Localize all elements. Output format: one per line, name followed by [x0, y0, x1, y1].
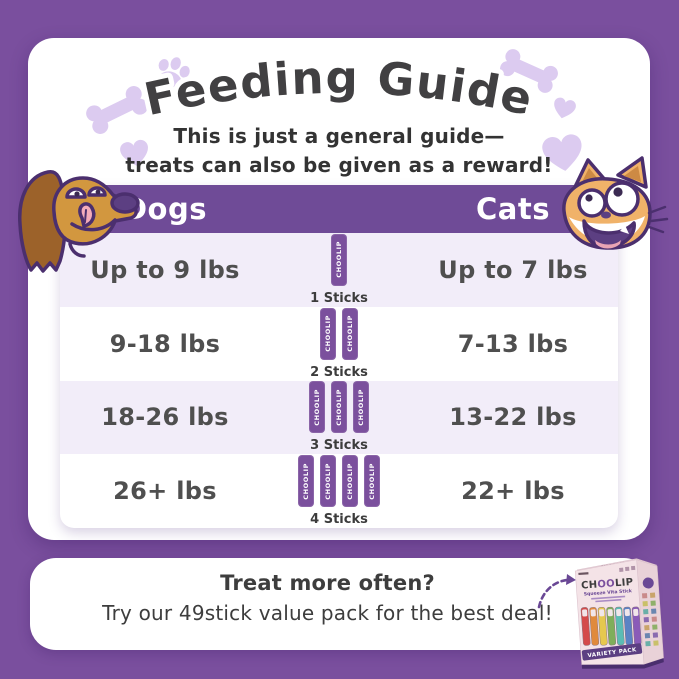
- cat-illustration: [562, 156, 669, 250]
- sticks-cell: CHOOLIP CHOOLIP CHOOLIP 3 Sticks: [270, 381, 408, 453]
- box-product-name: Squeeze Vita Stick: [584, 588, 634, 597]
- stick-icons: CHOOLIP CHOOLIP: [320, 307, 358, 360]
- sticks-cell: CHOOLIP CHOOLIP 2 Sticks: [270, 307, 408, 380]
- table-row: Up to 9 lbs CHOOLIP 1 Sticks Up to 7 lbs: [60, 233, 618, 307]
- dog-weight-cell: 18-26 lbs: [101, 403, 229, 432]
- treat-stick-icon: CHOOLIP: [342, 455, 358, 508]
- page-title: Feeding Guide: [135, 48, 542, 131]
- stick-brand-text: CHOOLIP: [335, 388, 343, 426]
- stick-brand-text: CHOOLIP: [324, 315, 332, 353]
- stick-icons: CHOOLIP: [331, 233, 347, 286]
- table-row: 9-18 lbs CHOOLIP CHOOLIP 2 Sticks 7-13 lb…: [60, 307, 618, 381]
- stick-brand-text: CHOOLIP: [335, 241, 343, 279]
- table-row: 26+ lbs CHOOLIP CHOOLIP CHOOLIP CHOOLIP 4 S…: [60, 454, 618, 528]
- cat-weight-cell: Up to 7 lbs: [438, 255, 588, 284]
- stick-icons: CHOOLIP CHOOLIP CHOOLIP CHOOLIP: [298, 455, 380, 508]
- cat-weight-cell: 22+ lbs: [461, 477, 565, 506]
- svg-text:Feeding Guide: Feeding Guide: [140, 51, 539, 126]
- treat-stick-icon: CHOOLIP: [320, 307, 336, 360]
- treat-stick-icon: CHOOLIP: [331, 233, 347, 286]
- treat-stick-icon: CHOOLIP: [320, 455, 336, 508]
- dog-illustration: [18, 170, 140, 273]
- product-box-image: CHOOLIP CHOOLIP Squeeze Vita Stick: [574, 558, 664, 669]
- sticks-cell: CHOOLIP 1 Sticks: [270, 233, 408, 306]
- feeding-table: Dogs Cats Up to 9 lbs CHOOLIP 1 Sticks U…: [60, 185, 618, 528]
- stick-brand-text: CHOOLIP: [324, 462, 332, 500]
- sticks-cell: CHOOLIP CHOOLIP CHOOLIP CHOOLIP 4 Sticks: [270, 455, 408, 527]
- treat-stick-icon: CHOOLIP: [309, 381, 325, 434]
- subtitle-line-2: treats can also be given as a reward!: [125, 153, 553, 177]
- dog-weight-cell: Up to 9 lbs: [90, 255, 240, 284]
- treat-stick-icon: CHOOLIP: [353, 381, 369, 434]
- stick-icons: CHOOLIP CHOOLIP CHOOLIP: [309, 381, 369, 434]
- subtitle-line-1: This is just a general guide—: [173, 124, 505, 148]
- stick-brand-text: CHOOLIP: [346, 315, 354, 353]
- dog-weight-cell: 9-18 lbs: [109, 329, 221, 358]
- stick-brand-text: CHOOLIP: [346, 462, 354, 500]
- stick-brand-text: CHOOLIP: [302, 462, 310, 500]
- stick-brand-text: CHOOLIP: [313, 388, 321, 426]
- sticks-count-label: 2 Sticks: [310, 364, 368, 380]
- sticks-count-label: 1 Sticks: [310, 290, 368, 306]
- treat-stick-icon: CHOOLIP: [342, 307, 358, 360]
- treat-stick-icon: CHOOLIP: [331, 381, 347, 434]
- sticks-count-label: 3 Sticks: [310, 438, 368, 454]
- dashed-arrow-icon: [537, 574, 576, 609]
- footer-text: Treat more often? Try our 49stick value …: [50, 571, 605, 625]
- footer-banner: Treat more often? Try our 49stick value …: [30, 558, 650, 650]
- box-brand: CHOOLIP: [581, 577, 634, 592]
- stick-brand-text: CHOOLIP: [368, 462, 376, 500]
- main-card: Feeding Guide This is just a general gui…: [28, 38, 650, 540]
- subtitle: This is just a general guide— treats can…: [28, 122, 650, 180]
- treat-stick-icon: CHOOLIP: [364, 455, 380, 508]
- treat-stick-icon: CHOOLIP: [298, 455, 314, 508]
- footer-headline: Treat more often?: [220, 571, 435, 595]
- table-row: 18-26 lbs CHOOLIP CHOOLIP CHOOLIP 3 Sticks…: [60, 380, 618, 455]
- cat-weight-cell: 7-13 lbs: [457, 329, 569, 358]
- page-title-text: Feeding Guide: [135, 48, 542, 131]
- footer-subline: Try our 49stick value pack for the best …: [102, 601, 553, 625]
- stick-brand-text: CHOOLIP: [357, 388, 365, 426]
- dog-weight-cell: 26+ lbs: [113, 477, 217, 506]
- cat-weight-cell: 13-22 lbs: [449, 403, 577, 432]
- table-header-row: Dogs Cats: [60, 185, 618, 233]
- sticks-count-label: 4 Sticks: [310, 512, 368, 528]
- column-header-cats: Cats: [476, 192, 550, 226]
